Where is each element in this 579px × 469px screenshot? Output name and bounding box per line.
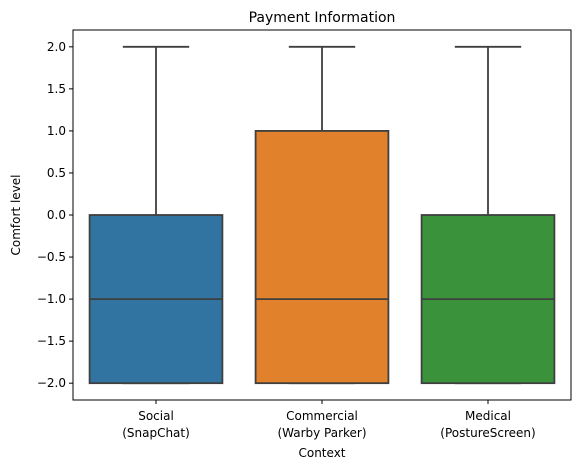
box-group (254, 45, 390, 385)
box-group (88, 45, 224, 385)
chart-title: Payment Information (249, 10, 396, 26)
y-tick-label: 1.5 (47, 82, 66, 96)
y-axis-label: Comfort level (9, 175, 23, 256)
plot-frame (72, 29, 572, 401)
y-tick-label: 2.0 (47, 40, 66, 54)
x-tick-label: Medical (465, 409, 511, 423)
plot-area (88, 45, 556, 385)
y-tick-label: 0.0 (47, 208, 66, 222)
x-tick-sublabel: (SnapChat) (122, 426, 190, 440)
y-tick-label: −1.5 (37, 334, 66, 348)
y-tick-label: −0.5 (37, 250, 66, 264)
x-tick-sublabel: (Warby Parker) (277, 426, 366, 440)
x-axis-label: Context (298, 446, 345, 460)
x-axis: Social (SnapChat) Commercial (Warby Parker)… (122, 400, 536, 440)
box (254, 130, 390, 385)
x-tick-sublabel: (PostureScreen) (440, 426, 535, 440)
box-group (420, 45, 556, 385)
y-tick-label: 0.5 (47, 166, 66, 180)
x-tick-label: Commercial (286, 409, 358, 423)
x-tick-label: Social (138, 409, 174, 423)
y-axis: 2.0 1.5 1.0 0.5 0.0 −0.5 −1.0 −1.5 −2.0 (37, 40, 73, 390)
y-tick-label: −2.0 (37, 376, 66, 390)
y-tick-label: 1.0 (47, 124, 66, 138)
y-tick-label: −1.0 (37, 292, 66, 306)
